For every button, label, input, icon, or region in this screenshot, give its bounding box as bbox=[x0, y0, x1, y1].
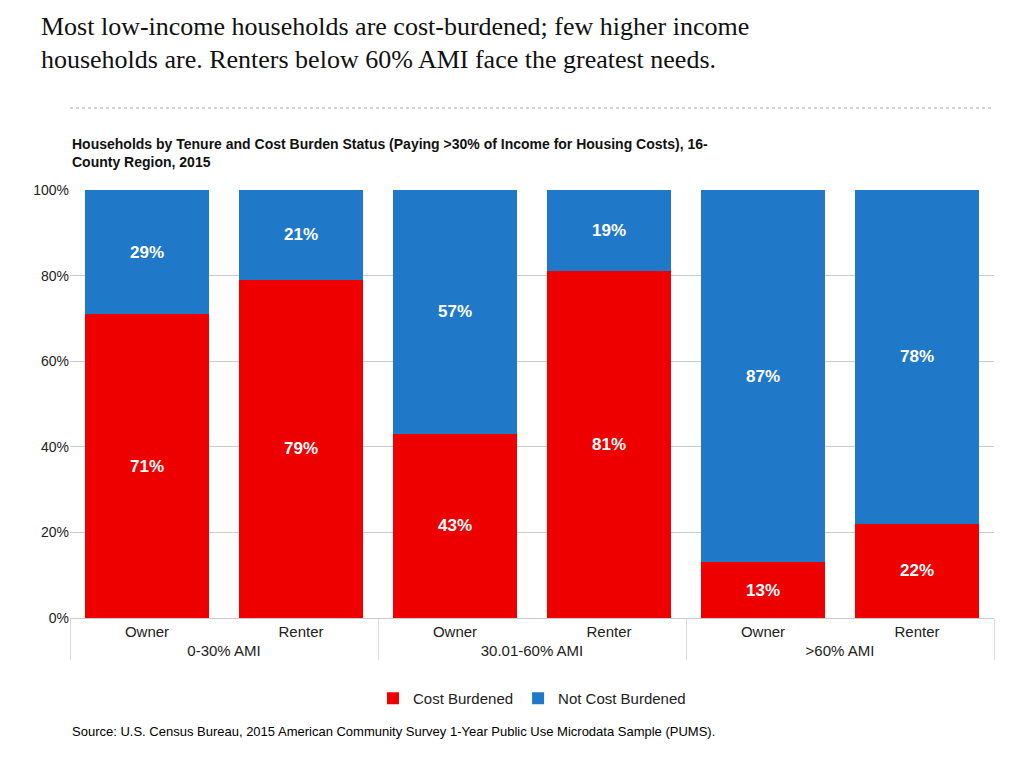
svg-text:Renter: Renter bbox=[586, 623, 631, 640]
svg-text:0-30% AMI: 0-30% AMI bbox=[187, 642, 260, 659]
svg-text:87%: 87% bbox=[746, 367, 780, 386]
svg-text:Source: U.S. Census Bureau, 20: Source: U.S. Census Bureau, 2015 America… bbox=[72, 724, 715, 739]
svg-text:19%: 19% bbox=[592, 221, 626, 240]
svg-text:100%: 100% bbox=[33, 182, 69, 198]
svg-text:60%: 60% bbox=[41, 353, 69, 369]
svg-text:80%: 80% bbox=[41, 268, 69, 284]
svg-text:81%: 81% bbox=[592, 435, 626, 454]
svg-text:0%: 0% bbox=[49, 610, 69, 626]
svg-text:79%: 79% bbox=[284, 439, 318, 458]
svg-text:20%: 20% bbox=[41, 524, 69, 540]
svg-text:Cost Burdened: Cost Burdened bbox=[413, 690, 513, 707]
svg-text:Not Cost Burdened: Not Cost Burdened bbox=[558, 690, 686, 707]
svg-text:Renter: Renter bbox=[278, 623, 323, 640]
svg-text:13%: 13% bbox=[746, 581, 780, 600]
svg-text:78%: 78% bbox=[900, 347, 934, 366]
svg-text:40%: 40% bbox=[41, 439, 69, 455]
svg-text:21%: 21% bbox=[284, 225, 318, 244]
svg-text:43%: 43% bbox=[438, 516, 472, 535]
svg-text:Most low-income households are: Most low-income households are cost-burd… bbox=[41, 12, 749, 75]
svg-text:30.01-60% AMI: 30.01-60% AMI bbox=[481, 642, 584, 659]
svg-text:Renter: Renter bbox=[894, 623, 939, 640]
svg-text:Households by Tenure and Cost: Households by Tenure and Cost Burden Sta… bbox=[72, 136, 708, 170]
svg-text:Owner: Owner bbox=[125, 623, 169, 640]
svg-text:57%: 57% bbox=[438, 302, 472, 321]
svg-text:29%: 29% bbox=[130, 243, 164, 262]
svg-text:Owner: Owner bbox=[433, 623, 477, 640]
svg-text:71%: 71% bbox=[130, 457, 164, 476]
svg-text:Owner: Owner bbox=[741, 623, 785, 640]
svg-text:>60% AMI: >60% AMI bbox=[806, 642, 875, 659]
svg-text:22%: 22% bbox=[900, 561, 934, 580]
